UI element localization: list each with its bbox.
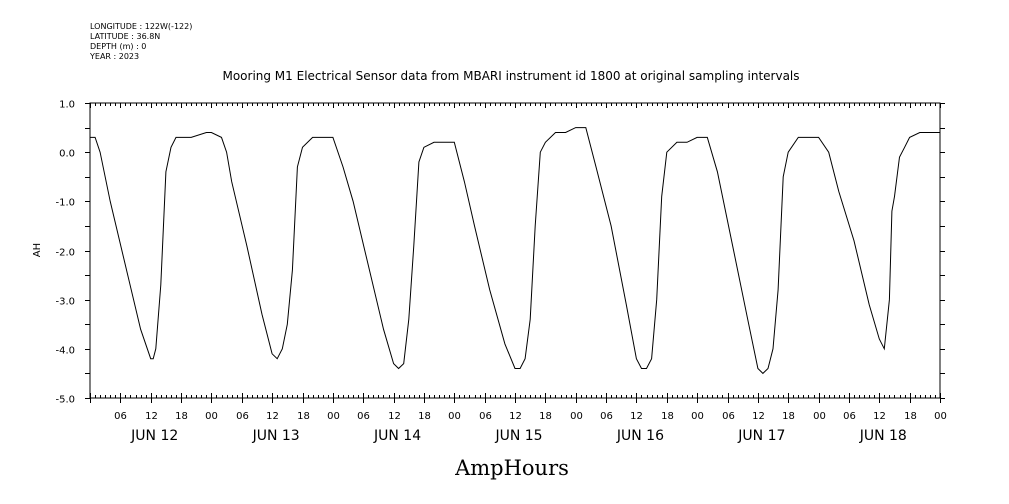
x-tick-label: 00 bbox=[448, 411, 461, 422]
x-day-label: JUN 16 bbox=[616, 428, 664, 444]
axes: 06 12 18 00 06 12 18 00 06 12 18 00 06 12 18 00 06 12 18 00… bbox=[55, 100, 946, 445]
x-tick-label: 18 bbox=[175, 411, 188, 422]
x-tick-label: 06 bbox=[357, 411, 370, 422]
x-day-label: JUN 12 bbox=[130, 428, 178, 444]
x-tick-label: 12 bbox=[509, 411, 522, 422]
x-tick-label: 06 bbox=[114, 411, 127, 422]
x-tick-label: 12 bbox=[388, 411, 401, 422]
x-tick-label: 18 bbox=[539, 411, 552, 422]
x-tick-label: 06 bbox=[236, 411, 249, 422]
y-axis-label: AH bbox=[32, 243, 43, 257]
y-tick-label: -2.0 bbox=[55, 248, 75, 259]
y-tick-label: -1.0 bbox=[55, 198, 75, 209]
y-tick-label: -4.0 bbox=[55, 346, 75, 357]
x-axis-label: AmpHours bbox=[454, 456, 569, 480]
x-tick-label: 00 bbox=[205, 411, 218, 422]
x-tick-label: 00 bbox=[570, 411, 583, 422]
x-tick-label: 06 bbox=[843, 411, 856, 422]
series-layer bbox=[90, 127, 940, 375]
longitude-label: LONGITUDE : 122W(-122) bbox=[90, 22, 193, 31]
x-tick-label: 06 bbox=[600, 411, 613, 422]
series-line bbox=[90, 127, 940, 375]
x-tick-label: 18 bbox=[418, 411, 431, 422]
y-tick-label: -3.0 bbox=[55, 297, 75, 308]
chart-title: Mooring M1 Electrical Sensor data from M… bbox=[222, 69, 799, 83]
x-tick-label: 18 bbox=[904, 411, 917, 422]
plot-frame bbox=[89, 102, 941, 399]
latitude-label: LATITUDE : 36.8N bbox=[90, 32, 161, 41]
x-day-label: JUN 18 bbox=[859, 428, 907, 444]
x-tick-label: 18 bbox=[661, 411, 674, 422]
x-tick-label: 12 bbox=[266, 411, 279, 422]
x-tick-label: 00 bbox=[327, 411, 340, 422]
x-tick-label: 00 bbox=[691, 411, 704, 422]
x-day-label: JUN 15 bbox=[494, 428, 542, 444]
x-tick-label: 00 bbox=[934, 411, 947, 422]
station-metadata: LONGITUDE : 122W(-122) LATITUDE : 36.8N … bbox=[90, 22, 192, 62]
x-tick-label: 18 bbox=[782, 411, 795, 422]
x-tick-label: 12 bbox=[630, 411, 643, 422]
x-tick-label: 12 bbox=[752, 411, 765, 422]
y-tick-label: 1.0 bbox=[59, 100, 75, 111]
x-day-label: JUN 17 bbox=[737, 428, 785, 444]
x-tick-label: 00 bbox=[813, 411, 826, 422]
x-tick-label: 18 bbox=[297, 411, 310, 422]
depth-label: DEPTH (m) : 0 bbox=[90, 42, 147, 51]
x-tick-label: 06 bbox=[722, 411, 735, 422]
year-label: YEAR : 2023 bbox=[90, 52, 140, 61]
x-tick-label: 06 bbox=[479, 411, 492, 422]
x-day-label: JUN 13 bbox=[252, 428, 300, 444]
x-day-label: JUN 14 bbox=[373, 428, 421, 444]
y-tick-label: 0.0 bbox=[59, 149, 75, 160]
y-tick-label: -5.0 bbox=[55, 395, 75, 406]
x-tick-label: 12 bbox=[145, 411, 158, 422]
x-tick-label: 12 bbox=[873, 411, 886, 422]
